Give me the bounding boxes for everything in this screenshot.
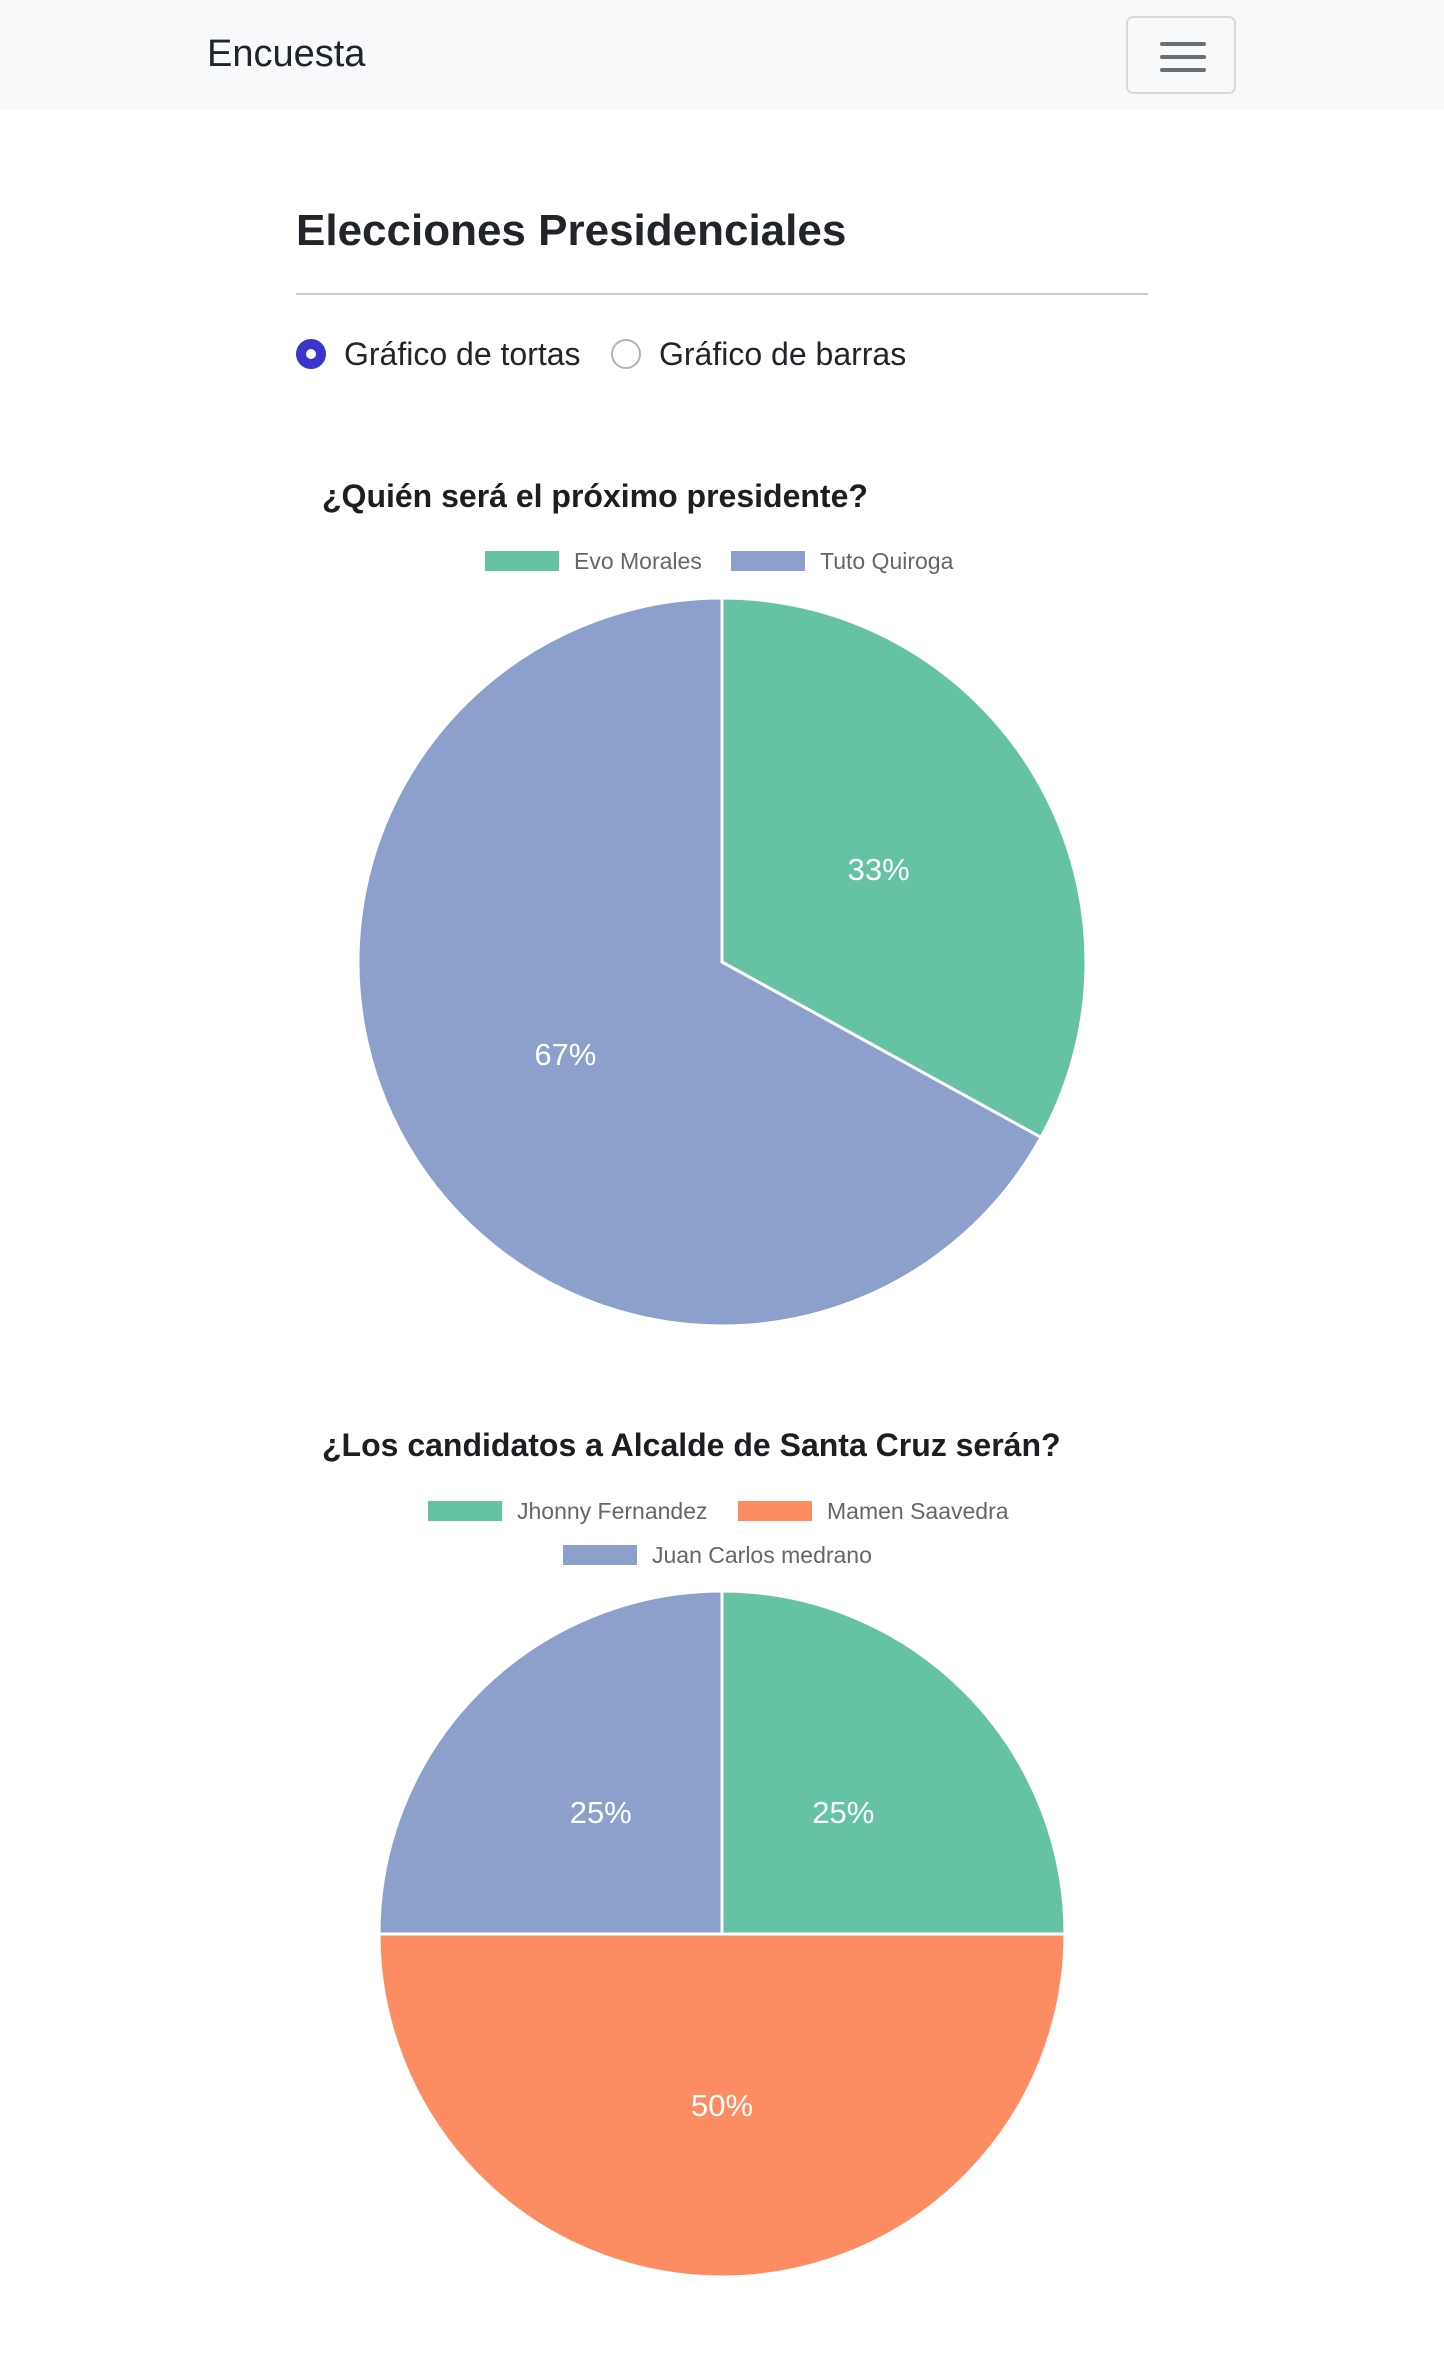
chart2-legend-label-1: Mamen Saavedra	[827, 1497, 1009, 1524]
radio-bar-label: Gráfico de barras	[659, 335, 907, 372]
chart1-slice-1[interactable]	[356, 596, 1044, 1328]
chart1-legend-label-0: Evo Morales	[574, 547, 702, 574]
chart2-legend-item-1[interactable]: Mamen Saavedra	[738, 1496, 1009, 1526]
chart1-legend-item-1[interactable]: Tuto Quiroga	[731, 546, 953, 576]
title-divider	[296, 293, 1148, 295]
page-title: Elecciones Presidenciales	[296, 206, 847, 255]
chart1-title: ¿Quién será el próximo presidente?	[322, 478, 868, 514]
chart2-legend-label-0: Jhonny Fernandez	[517, 1497, 708, 1524]
chart1-legend-item-0[interactable]: Evo Morales	[485, 546, 702, 576]
chart1-slice-label-0: 33%	[848, 852, 910, 887]
chart1-slice-label-1: 67%	[534, 1037, 596, 1072]
radio-bar[interactable]	[611, 339, 641, 369]
chart1-legend-swatch-1	[731, 551, 805, 571]
chart2-legend-item-0[interactable]: Jhonny Fernandez	[428, 1496, 708, 1526]
chart2-slice-label-2: 25%	[570, 1795, 632, 1830]
chart1-slice-0[interactable]	[720, 596, 1088, 1140]
chart2-legend-swatch-1	[738, 1501, 812, 1521]
radio-option-bar[interactable]: Gráfico de barras	[611, 334, 906, 374]
chart2-slice-label-1: 50%	[691, 2088, 753, 2123]
radio-option-pie[interactable]: Gráfico de tortas	[296, 334, 581, 374]
chart1-legend-swatch-0	[485, 551, 559, 571]
chart2-legend-swatch-0	[428, 1501, 502, 1521]
navbar: Encuesta	[0, 0, 1444, 110]
chart2-slice-2[interactable]	[377, 1589, 724, 1936]
navbar-brand[interactable]: Encuesta	[207, 33, 366, 75]
chart2-title: ¿Los candidatos a Alcalde de Santa Cruz …	[322, 1427, 1061, 1463]
navbar-toggler-button[interactable]	[1126, 16, 1236, 94]
chart2-legend-item-2[interactable]: Juan Carlos medrano	[563, 1540, 872, 1570]
chart1-legend-label-1: Tuto Quiroga	[820, 547, 954, 574]
radio-pie-label: Gráfico de tortas	[344, 335, 581, 372]
chart2-legend-label-2: Juan Carlos medrano	[652, 1541, 872, 1568]
chart2-slice-1[interactable]	[377, 1932, 1067, 2279]
chart2-slice-0[interactable]	[720, 1589, 1067, 1936]
chart2-slice-label-0: 25%	[812, 1795, 874, 1830]
chart2-legend-swatch-2	[563, 1545, 637, 1565]
radio-pie[interactable]	[296, 339, 326, 369]
